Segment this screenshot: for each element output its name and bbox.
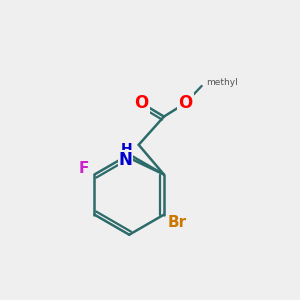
Text: N: N (118, 151, 132, 169)
Text: H: H (121, 142, 133, 156)
Text: Br: Br (168, 215, 187, 230)
Text: F: F (78, 161, 89, 176)
Text: O: O (134, 94, 149, 112)
Text: O: O (178, 94, 193, 112)
Text: methyl: methyl (206, 78, 238, 87)
